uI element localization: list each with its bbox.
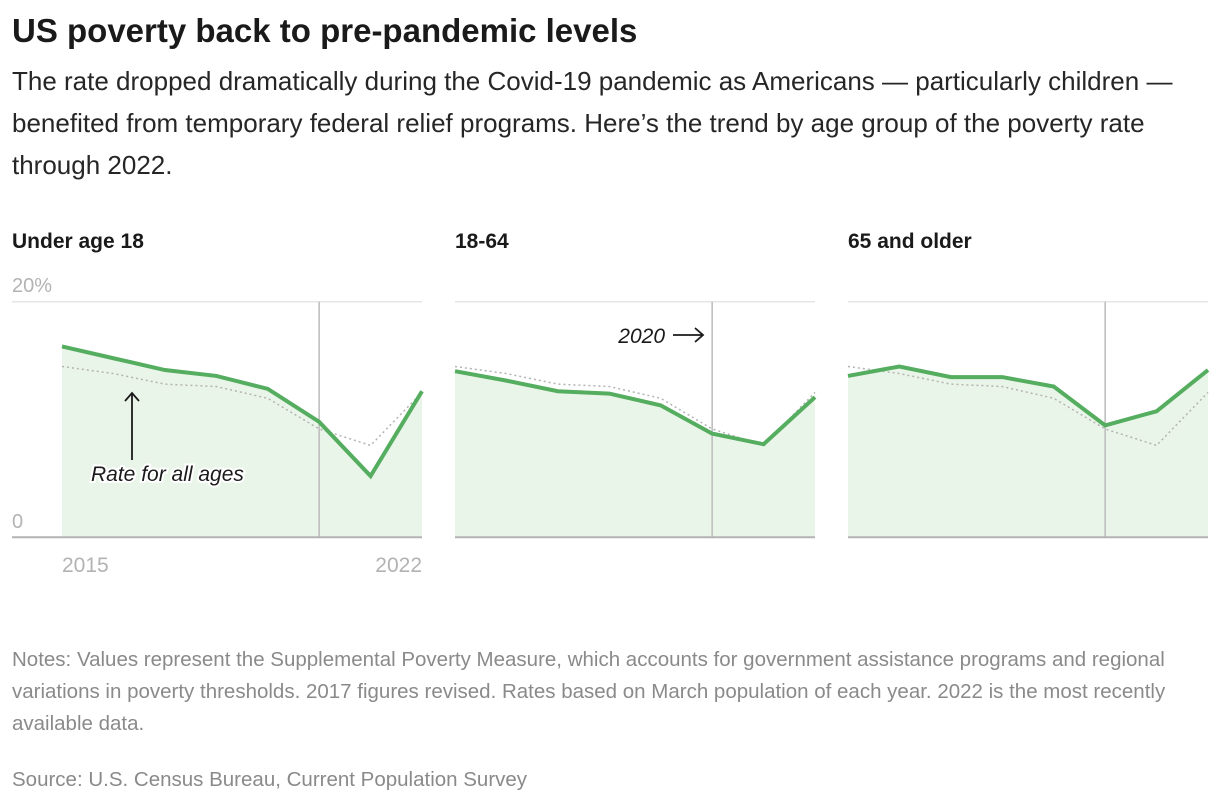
small-multiples-chart: Under age 18 20% 0 2015 2022 Rate for all age… <box>12 230 1210 577</box>
annotation-all-ages: Rate for all ages <box>91 463 244 486</box>
y-tick-label: 20% <box>12 275 52 297</box>
series-line <box>847 364 1210 428</box>
x-tick-label: 2022 <box>375 554 422 577</box>
arrow-right-icon <box>673 327 705 343</box>
panel-title: 65 and older <box>848 230 972 253</box>
all-ages-line <box>847 365 1209 447</box>
panel-title: Under age 18 <box>12 230 144 253</box>
panel-title: 18-64 <box>455 230 509 253</box>
arrow-up-icon-head <box>124 391 140 402</box>
area-fill <box>848 366 1208 538</box>
chart-subtitle: The rate dropped dramatically during the… <box>12 66 1173 180</box>
series-line <box>454 369 817 447</box>
x-tick-label: 2015 <box>62 554 109 577</box>
all-ages-line <box>61 365 423 447</box>
notes: Notes: Values represent the Supplemental… <box>12 648 1166 735</box>
chart-title: US poverty back to pre-pandemic levels <box>12 12 638 49</box>
area-fill <box>455 371 815 538</box>
series-line <box>61 344 424 480</box>
y-tick-label: 0 <box>12 511 23 533</box>
source: Source: U.S. Census Bureau, Current Popu… <box>12 768 528 791</box>
all-ages-line <box>454 365 816 447</box>
area-fill <box>62 346 422 538</box>
annotation-2020: 2020 <box>617 325 665 348</box>
